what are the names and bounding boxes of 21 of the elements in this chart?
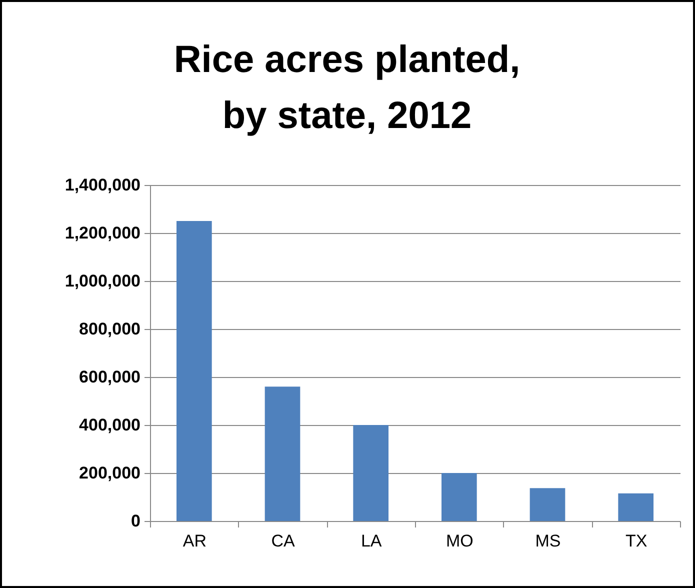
chart-title: Rice acres planted, by state, 2012: [174, 39, 520, 137]
bar: [353, 425, 388, 521]
x-tick-label: AR: [182, 532, 206, 550]
bar: [176, 221, 212, 521]
bar: [530, 488, 566, 521]
y-tick-label: 400,000: [79, 416, 140, 434]
x-tick-label: TX: [625, 532, 648, 550]
y-tick-label: 1,400,000: [64, 176, 140, 194]
y-tick-label: 600,000: [79, 368, 140, 386]
bar: [442, 473, 477, 521]
y-tick-label: 0: [131, 512, 140, 530]
y-tick-label: 1,200,000: [64, 224, 140, 242]
y-tick-label: 800,000: [79, 320, 140, 338]
y-tick-label: 1,000,000: [64, 272, 140, 290]
x-tick-label: MS: [535, 532, 561, 550]
x-tick-label: CA: [271, 532, 296, 550]
x-tick-label: LA: [360, 532, 382, 550]
bar: [618, 493, 654, 521]
y-tick-label: 200,000: [79, 464, 140, 482]
bar: [264, 386, 300, 521]
x-tick-label: MO: [446, 532, 474, 550]
